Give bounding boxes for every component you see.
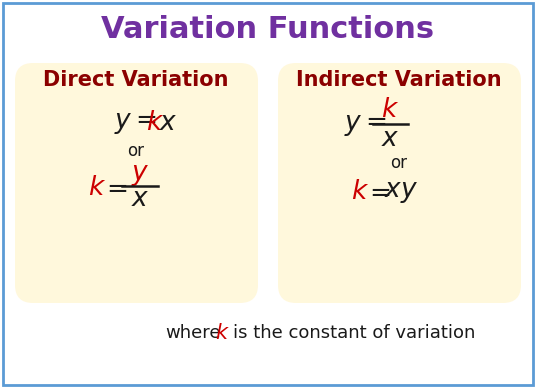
- Text: $y = $: $y = $: [114, 110, 157, 136]
- Text: Direct Variation: Direct Variation: [43, 70, 229, 90]
- Text: $k$: $k$: [381, 97, 399, 123]
- Text: is the constant of variation: is the constant of variation: [233, 324, 475, 342]
- Text: $y = $: $y = $: [344, 112, 386, 138]
- Text: or: or: [391, 154, 407, 172]
- FancyBboxPatch shape: [15, 63, 258, 303]
- Text: $y$: $y$: [131, 162, 150, 188]
- Text: $k$: $k$: [215, 323, 230, 343]
- Text: $x$: $x$: [131, 186, 149, 212]
- Text: where: where: [165, 324, 220, 342]
- Text: $=$: $=$: [101, 175, 128, 201]
- FancyBboxPatch shape: [278, 63, 521, 303]
- Text: or: or: [128, 142, 145, 160]
- Text: Indirect Variation: Indirect Variation: [296, 70, 502, 90]
- Text: $k$: $k$: [351, 179, 369, 205]
- Text: $k$: $k$: [146, 110, 164, 136]
- Text: $x$: $x$: [159, 110, 177, 136]
- Text: $x$: $x$: [381, 126, 399, 152]
- Text: Variation Functions: Variation Functions: [101, 16, 435, 45]
- FancyBboxPatch shape: [3, 3, 533, 385]
- Text: $k$: $k$: [88, 175, 106, 201]
- Text: $=$: $=$: [364, 179, 390, 205]
- Text: $xy$: $xy$: [384, 179, 418, 205]
